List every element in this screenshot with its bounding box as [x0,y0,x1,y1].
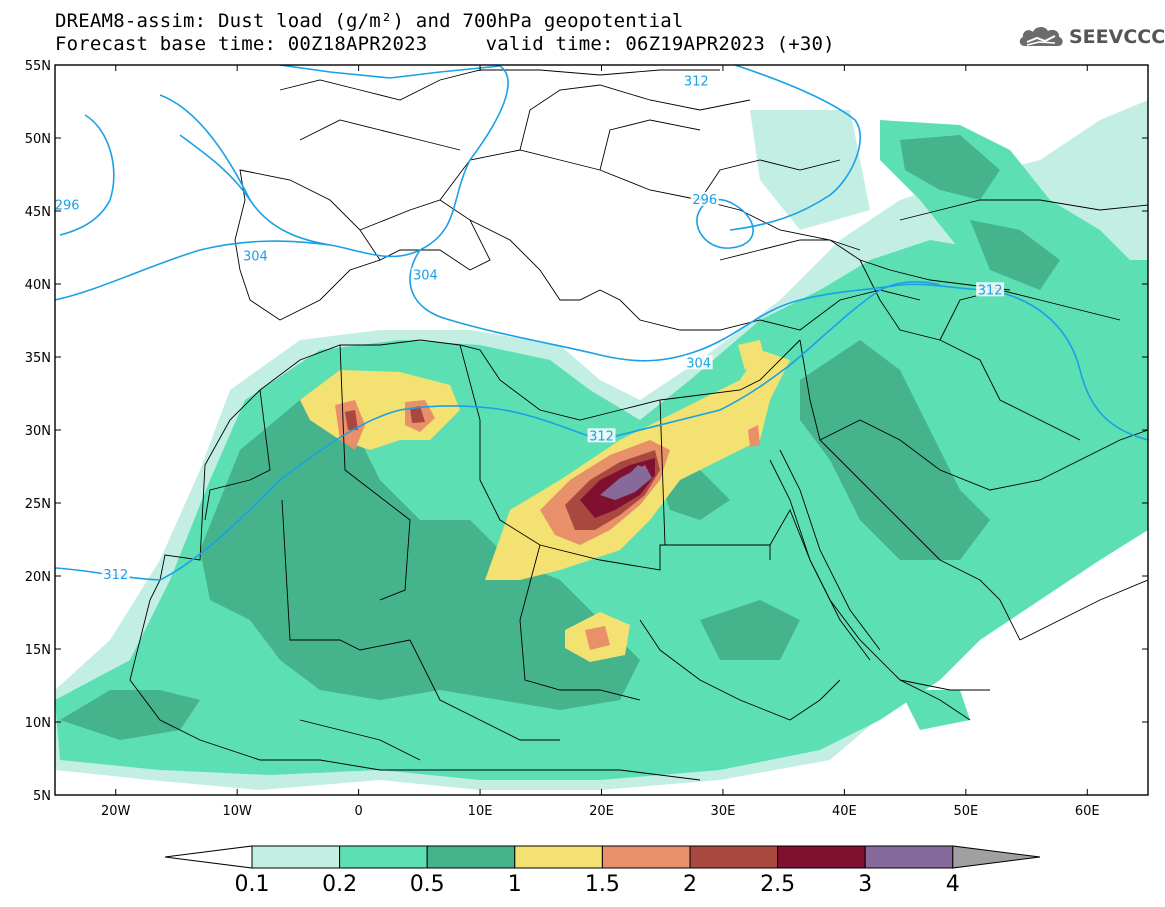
map-title: DREAM8-assim: Dust load (g/m²) and 700hP… [55,10,684,32]
contour-label: 304 [243,250,268,265]
lat-label: 25N [25,497,51,512]
contour-label: 304 [686,356,711,371]
contour-label-bg [587,428,616,443]
contour-label-bg [976,282,1005,297]
logo-text: SEEVCCC [1069,26,1165,48]
country-borders [129,69,1148,781]
contour-label-bg [411,267,440,282]
valid-time: valid time: 06Z19APR2023 (+30) [485,33,835,55]
lon-label: 20E [589,804,614,819]
dust-load-shading [55,100,1148,790]
colorbar-tick-label: 1.5 [585,872,620,897]
lon-label: 30E [711,804,736,819]
contour-label: 296 [692,193,717,208]
contour-label-bg [101,567,130,581]
seevccc-logo: SEEVCCC [1017,24,1165,50]
colorbar-tick-label: 2 [683,872,697,897]
colorbar-tick-label: 2.5 [760,872,795,897]
lat-label: 5N [33,789,51,804]
lat-label: 50N [25,132,51,147]
colorbar-swatch [777,845,866,869]
colorbar-swatch [251,845,341,869]
lat-label: 10N [25,716,51,731]
latitude-axis: 55N 50N 45N 40N 35N 30N 25N 20N 15N 10N 5N [25,59,1148,804]
contour-label-bg [55,197,82,212]
lon-label: 40E [832,804,857,819]
contour-label: 304 [413,269,438,284]
lat-label: 40N [25,278,51,293]
colorbar-tick-label: 0.5 [410,872,445,897]
lat-label: 45N [25,205,51,220]
geopotential-contours [55,65,1148,581]
contour-label: 296 [55,199,80,214]
lon-label: 20W [101,804,131,819]
colorbar-swatch [426,845,516,869]
colorbar-swatch [339,845,428,869]
contour-label-bg [690,191,719,206]
colorbar-over-arrow [952,845,1041,869]
lon-label: 10E [468,804,493,819]
lon-label: 10W [222,804,252,819]
colorbar-swatch [864,845,954,869]
colorbar-swatch [601,845,691,869]
colorbar-tick-label: 0.2 [322,872,357,897]
colorbar-swatch [514,845,603,869]
cloud-logo-icon [1019,26,1063,46]
lon-label: 50E [953,804,978,819]
lat-label: 35N [25,351,51,366]
contour-label: 312 [103,568,128,583]
map-subtitle: Forecast base time: 00Z18APR2023 valid t… [55,33,835,55]
colorbar: 0.1 0.2 0.5 1 1.5 2 2.5 3 4 [164,845,1041,897]
contour-label-bg [684,355,713,370]
forecast-base-time: Forecast base time: 00Z18APR2023 [55,33,428,55]
lon-label: 0 [354,804,362,819]
contour-labels: 312 296 304 304 296 312 304 312 312 [55,73,1005,583]
lat-label: 15N [25,643,51,658]
lat-label: 30N [25,424,51,439]
contour-label: 312 [684,75,709,90]
colorbar-tick-label: 4 [946,872,960,897]
lon-label: 60E [1075,804,1100,819]
longitude-axis: 20W 10W 0 10E 20E 30E 40E 50E 60E [101,65,1100,819]
colorbar-tick-label: 3 [858,872,872,897]
colorbar-tick-label: 0.1 [235,872,270,897]
colorbar-tick-label: 1 [508,872,522,897]
contour-label: 312 [978,283,1003,298]
lat-label: 20N [25,570,51,585]
colorbar-swatch [689,845,779,869]
contour-label-bg [682,73,711,88]
lat-label: 55N [25,59,51,74]
contour-label: 312 [589,429,614,444]
contour-label-bg [241,248,270,263]
